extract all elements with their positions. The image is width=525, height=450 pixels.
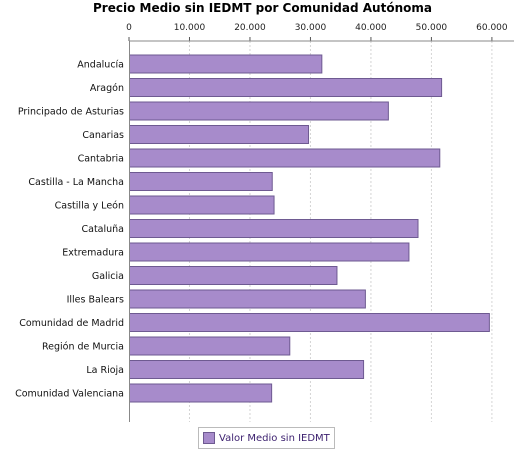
bar xyxy=(129,148,441,168)
category-label: Región de Murcia xyxy=(42,342,124,353)
category-label: Galicia xyxy=(92,271,124,282)
category-labels: Andalucía Aragón Principado de Asturias Can… xyxy=(15,60,124,400)
category-label: La Rioja xyxy=(86,365,124,376)
category-label: Principado de Asturias xyxy=(18,107,124,118)
x-tick-label: 40.000 xyxy=(355,23,387,33)
category-label: Canarias xyxy=(82,130,124,141)
bar xyxy=(129,78,443,97)
category-label: Andalucía xyxy=(77,60,124,71)
grid-lines xyxy=(188,41,493,422)
category-label: Castilla - La Mancha xyxy=(28,177,124,188)
chart-title: Precio Medio sin IEDMT por Comunidad Aut… xyxy=(93,1,432,15)
category-label: Illes Balears xyxy=(67,295,124,306)
x-tick-label: 0 xyxy=(126,23,132,33)
category-label: Aragón xyxy=(90,83,124,94)
bars xyxy=(129,54,490,403)
bar xyxy=(129,125,310,144)
legend: Valor Medio sin IEDMT xyxy=(198,427,335,449)
category-label: Cantabria xyxy=(78,154,124,165)
bar xyxy=(129,101,389,121)
bar xyxy=(129,242,410,262)
x-tick-label: 30.000 xyxy=(295,23,327,33)
x-axis-ticks: 0 10.000 20.000 30.000 40.000 50.000 60.000 xyxy=(126,23,508,41)
bar xyxy=(129,219,419,238)
x-tick-label: 50.000 xyxy=(416,23,448,33)
bar xyxy=(129,172,273,191)
axes xyxy=(129,40,514,422)
category-label: Comunidad Valenciana xyxy=(15,389,124,400)
bar xyxy=(129,336,291,356)
category-label: Extremadura xyxy=(62,248,124,259)
legend-swatch xyxy=(203,432,215,444)
bar xyxy=(129,195,275,215)
bar xyxy=(129,54,323,74)
x-tick-label: 60.000 xyxy=(476,23,508,33)
bar xyxy=(129,313,490,332)
legend-label: Valor Medio sin IEDMT xyxy=(219,432,330,444)
x-tick-label: 20.000 xyxy=(234,23,266,33)
category-label: Comunidad de Madrid xyxy=(19,318,124,329)
category-label: Cataluña xyxy=(81,224,124,235)
category-label: Castilla y León xyxy=(55,201,124,212)
bar xyxy=(129,289,366,309)
bar xyxy=(129,383,273,403)
bar xyxy=(129,266,338,285)
x-tick-label: 10.000 xyxy=(174,23,206,33)
bar xyxy=(129,360,365,379)
